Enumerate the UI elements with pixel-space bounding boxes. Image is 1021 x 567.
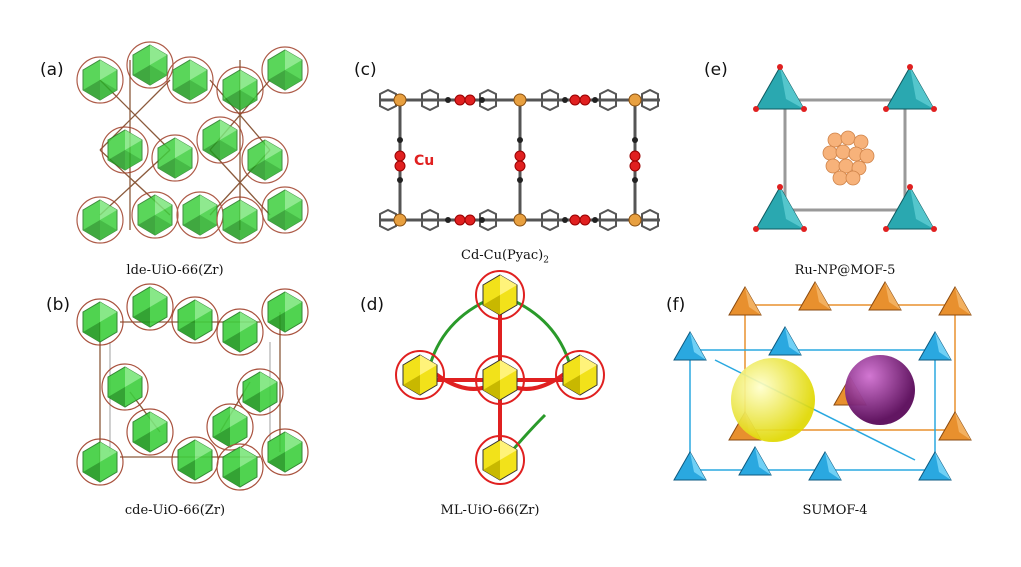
panel-c-label: (c)	[354, 60, 377, 80]
panel-a-caption: lde-UiO-66(Zr)	[126, 263, 224, 278]
panel-c-structure: Cu	[379, 88, 660, 232]
panel-c-caption: Cd-Cu(Pyac)2	[430, 248, 580, 266]
panel-f-label: (f)	[666, 295, 686, 315]
panel-f-caption: SUMOF-4	[802, 503, 868, 518]
panel-b-caption: cde-UiO-66(Zr)	[124, 503, 226, 518]
panel-a-label: (a)	[40, 60, 64, 80]
panel-e-label: (e)	[704, 60, 728, 80]
panel-e-structure	[752, 63, 938, 233]
panel-d-label: (d)	[360, 295, 385, 315]
panel-f-structure	[673, 281, 972, 481]
panel-a-structure	[76, 41, 309, 244]
panel-b-label: (b)	[46, 295, 71, 315]
panel-e-caption: Ru-NP@MOF-5	[794, 263, 896, 278]
panel-d-structure	[395, 270, 605, 485]
panel-c-caption-subscript: 2	[543, 255, 549, 266]
cu-atom-label: Cu	[414, 153, 434, 169]
panel-b-structure	[76, 283, 309, 491]
panel-d-caption: ML-UiO-66(Zr)	[440, 503, 540, 518]
panel-c-caption-main: Cd-Cu(Pyac)	[461, 248, 544, 263]
